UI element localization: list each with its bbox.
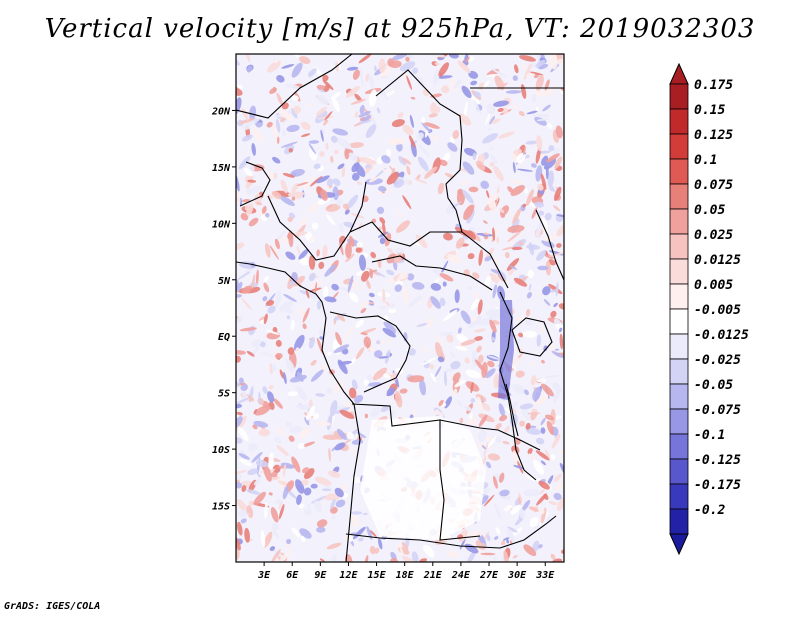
colorbar-swatch — [669, 333, 689, 360]
border-south — [345, 515, 557, 549]
lake-tanganyika — [505, 383, 519, 437]
x-tick-label: 24E — [451, 570, 471, 581]
x-tick-label: 3E — [257, 570, 271, 581]
colorbar-label: 0.15 — [694, 103, 725, 118]
lake-victoria — [511, 317, 553, 357]
colorbar-label: -0.005 — [694, 303, 741, 318]
map-title: Vertical velocity [m/s] at 925hPa, VT: 2… — [44, 14, 756, 44]
colorbar-swatch — [669, 308, 689, 335]
colorbar-label: -0.0125 — [694, 328, 749, 343]
y-axis-ticks: 20N 15N 10N 5N EQ 5S 10S 15S — [211, 106, 236, 513]
colorbar-label: -0.175 — [694, 478, 741, 493]
colorbar-swatch — [669, 133, 689, 160]
x-tick-label: 15E — [368, 570, 387, 581]
border-chad-sudan — [445, 139, 463, 233]
colorbar-swatch — [669, 383, 689, 410]
colorbar-label: -0.125 — [694, 453, 741, 468]
y-tick-label: 20N — [211, 106, 231, 117]
colorbar-label: -0.05 — [694, 378, 733, 393]
country-borders — [236, 54, 564, 562]
grads-credit: GrADS: IGES/COLA — [4, 601, 101, 612]
x-tick-label: 6E — [286, 570, 299, 581]
colorbar-label: 0.175 — [694, 78, 733, 93]
colorbar-label: 0.0125 — [694, 253, 741, 268]
colorbar-swatch — [669, 183, 689, 210]
border-car-north — [349, 221, 509, 289]
y-tick-label: 10N — [212, 219, 231, 230]
colorbar-swatch — [669, 358, 689, 385]
x-tick-label: 21E — [423, 570, 443, 581]
plot-frame — [235, 53, 565, 563]
border-congo-drc — [329, 311, 411, 393]
velocity-field — [236, 54, 564, 562]
y-tick-label: EQ — [218, 332, 230, 343]
colorbar-label: 0.1 — [694, 153, 717, 168]
colorbar: 0.175 0.15 0.125 0.1 0.075 0.05 0.025 0.0125 0.0… — [669, 62, 749, 556]
colorbar-label: -0.025 — [694, 353, 741, 368]
border-niger-chad — [236, 54, 353, 119]
colorbar-label: 0.05 — [694, 203, 725, 218]
colorbar-label: -0.2 — [694, 503, 725, 518]
border-west-small — [239, 161, 271, 207]
border-libya-chad — [375, 69, 463, 141]
colorbar-swatch — [669, 108, 689, 135]
colorbar-label: 0.005 — [694, 278, 733, 293]
x-tick-label: 33E — [535, 570, 555, 581]
colorbar-label: 0.125 — [694, 128, 733, 143]
colorbar-swatch — [669, 508, 689, 535]
colorbar-label: -0.1 — [694, 428, 725, 443]
x-tick-label: 30E — [507, 570, 527, 581]
border-zambia — [439, 419, 541, 451]
x-tick-label: 9E — [314, 570, 327, 581]
colorbar-swatch — [669, 483, 689, 510]
colorbar-swatch — [669, 283, 689, 310]
y-tick-label: 15S — [212, 502, 230, 513]
colorbar-swatch — [669, 408, 689, 435]
coastline-west-africa — [236, 261, 361, 562]
border-ethiopia — [535, 209, 564, 281]
colorbar-swatch — [669, 433, 689, 460]
border-nigeria-cameroon — [267, 181, 367, 261]
colorbar-label: -0.075 — [694, 403, 741, 418]
border-car-south — [371, 255, 493, 291]
colorbar-swatch — [669, 208, 689, 235]
colorbar-swatch — [669, 458, 689, 485]
colorbar-label: 0.075 — [694, 178, 733, 193]
colorbar-swatch — [669, 83, 689, 110]
y-tick-label: 15N — [212, 163, 231, 174]
y-tick-label: 5S — [218, 389, 230, 400]
x-tick-label: 18E — [396, 570, 415, 581]
colorbar-top-arrow — [669, 62, 689, 85]
border-drc-east — [499, 291, 537, 481]
colorbar-swatch — [669, 233, 689, 260]
x-tick-label: 27E — [479, 570, 499, 581]
colorbar-label: 0.025 — [694, 228, 733, 243]
y-tick-label: 10S — [212, 445, 230, 456]
y-tick-label: 5N — [218, 276, 231, 287]
x-tick-label: 12E — [339, 570, 358, 581]
colorbar-swatch — [669, 258, 689, 285]
border-angola-north — [351, 403, 441, 470]
x-axis-ticks: 3E 6E 9E 12E 15E 18E 21E 24E 27E 30E 33E — [257, 562, 555, 581]
border-angola-east — [439, 469, 481, 541]
colorbar-swatch — [669, 158, 689, 185]
colorbar-bottom-arrow — [669, 533, 689, 556]
